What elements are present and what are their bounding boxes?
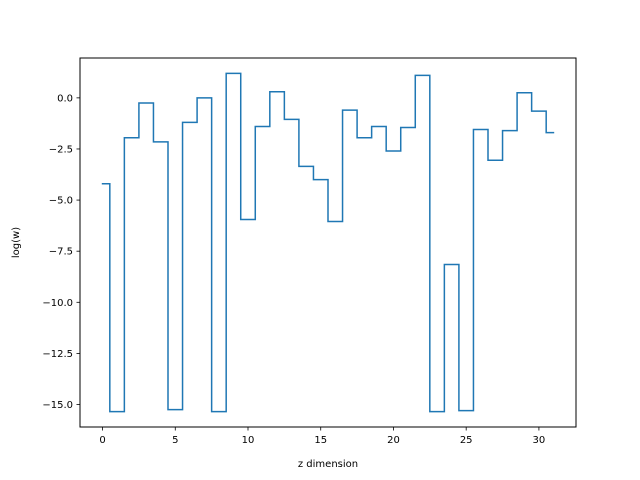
x-tick-label: 10 xyxy=(242,435,255,446)
y-tick-label: −12.5 xyxy=(42,349,73,360)
y-axis-label: log(w) xyxy=(11,227,22,258)
series-line xyxy=(101,72,555,413)
y-tick-label: −2.5 xyxy=(49,144,73,155)
y-tick-label: 0.0 xyxy=(57,93,73,104)
y-tick-label: −15.0 xyxy=(42,400,73,411)
x-tick-label: 30 xyxy=(533,435,546,446)
y-tick-label: −5.0 xyxy=(49,196,73,207)
y-tick-label: −7.5 xyxy=(49,247,73,258)
x-tick-label: 20 xyxy=(387,435,400,446)
y-axis-ticks: 0.0 −2.5 −5.0 −7.5 −10.0 −12.5 −15.0 xyxy=(42,93,80,411)
plot-frame xyxy=(79,57,577,428)
x-axis-label: z dimension xyxy=(298,459,358,470)
y-tick-label: −10.0 xyxy=(42,298,73,309)
plot-area xyxy=(79,57,577,428)
x-tick-label: 0 xyxy=(99,435,105,446)
x-tick-label: 5 xyxy=(172,435,178,446)
x-axis-ticks: 0 5 10 15 20 25 30 xyxy=(99,427,545,446)
x-tick-label: 15 xyxy=(314,435,327,446)
x-tick-label: 25 xyxy=(460,435,473,446)
